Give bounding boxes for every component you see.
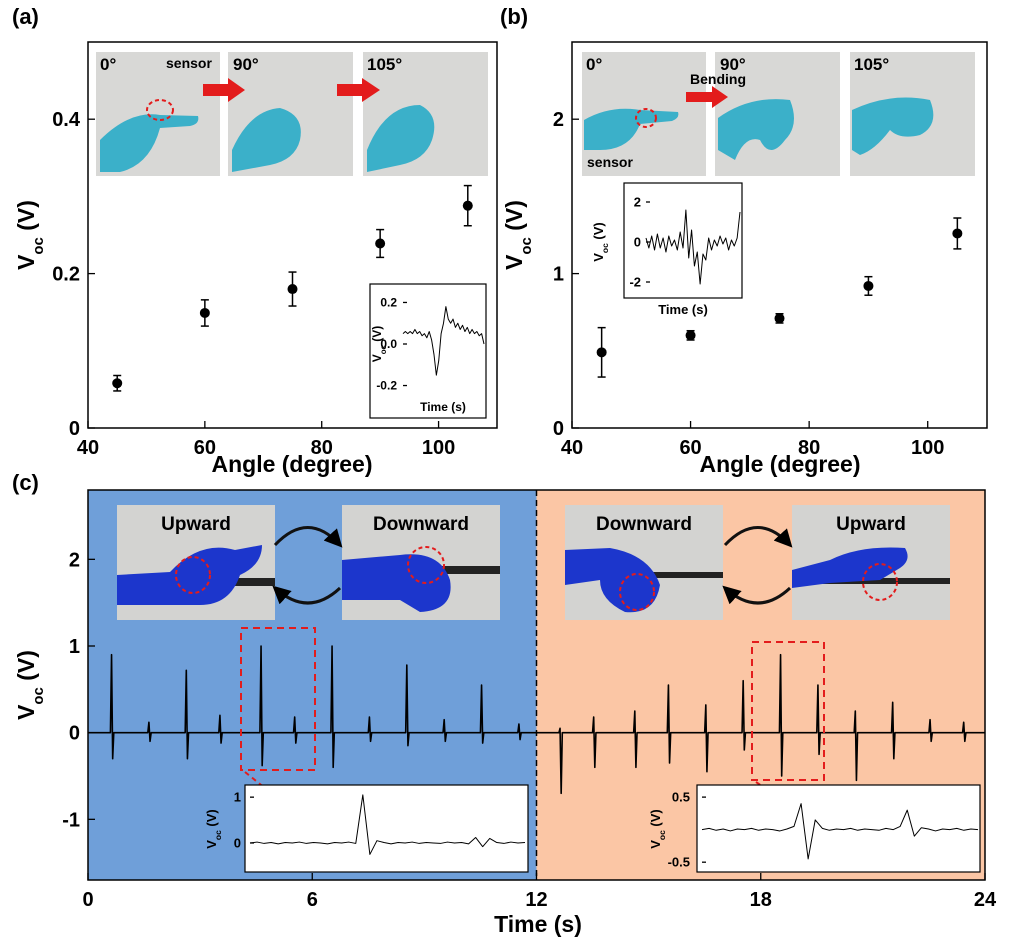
sensor-label: sensor (166, 55, 212, 71)
y-axis-label-part: (V) (370, 326, 384, 345)
y-tick-label: 2 (69, 549, 80, 571)
y-axis-label-part: (V) (13, 200, 39, 237)
y-axis-label-part: (V) (13, 650, 39, 687)
x-tick-label: 18 (750, 889, 772, 911)
x-axis-label: Time (s) (494, 911, 582, 937)
x-tick-label: 40 (77, 437, 99, 459)
y-tick-label: 1 (553, 264, 564, 286)
y-axis-label-part: V (591, 253, 606, 262)
y-tick-label: 2 (634, 195, 641, 210)
point (952, 228, 962, 238)
x-axis-label: Time (s) (658, 302, 708, 317)
y-axis-label-part: oc (30, 687, 47, 704)
y-axis-label-part: V (370, 354, 384, 362)
y-axis-label: Voc (V) (591, 222, 610, 261)
y-tick-label: -2 (629, 275, 641, 290)
y-axis-label-part: V (13, 704, 39, 720)
inset-frame (697, 785, 980, 872)
point (686, 330, 696, 340)
panel-label: (a) (12, 4, 39, 29)
y-axis-label-part: V (648, 840, 663, 849)
y-tick-label: 0 (69, 723, 80, 745)
x-tick-label: 60 (679, 437, 701, 459)
y-axis-label-part: (V) (501, 200, 527, 237)
photo-label: 90° (233, 55, 259, 74)
point (775, 313, 785, 323)
y-axis-label-part: V (204, 840, 219, 849)
x-axis-label: Time (s) (420, 400, 466, 414)
y-tick-label: 1 (69, 636, 80, 658)
point (200, 308, 210, 318)
point (288, 284, 298, 294)
photo-label: 105° (367, 55, 402, 74)
y-tick-label: 0.5 (672, 790, 690, 805)
sensor-label: sensor (587, 154, 633, 170)
y-axis-label-part: (V) (204, 809, 219, 830)
y-axis-label-part: oc (518, 237, 535, 254)
bending-label: Bending (690, 71, 746, 87)
y-axis-label-part: V (501, 254, 527, 270)
x-tick-label: 12 (525, 889, 547, 911)
y-tick-label: 0 (634, 235, 641, 250)
photo-label: Downward (596, 514, 692, 535)
y-tick-label: 1 (234, 790, 241, 805)
y-tick-label: 0.4 (52, 109, 81, 131)
y-axis-label-part: oc (213, 830, 223, 840)
x-axis-label: Angle (degree) (211, 451, 372, 477)
point (463, 201, 473, 211)
x-tick-label: 100 (911, 437, 944, 459)
figure: 00.20.4406080100Angle (degree)Voc (V)(a)… (0, 0, 1014, 946)
y-tick-label: 2 (553, 109, 564, 131)
point (375, 238, 385, 248)
panel-label: (c) (12, 470, 39, 495)
photo-label: 105° (854, 55, 889, 74)
point (112, 378, 122, 388)
y-axis-label-part: oc (600, 243, 610, 253)
photo-label: Upward (161, 514, 231, 535)
y-tick-label: -1 (62, 809, 80, 831)
x-tick-label: 24 (974, 889, 997, 911)
point (597, 347, 607, 357)
y-axis-label-part: oc (30, 237, 47, 254)
y-axis-label-part: (V) (648, 809, 663, 830)
y-tick-label: 0 (234, 836, 241, 851)
y-axis-label: Voc (V) (501, 200, 535, 270)
y-tick-label: 0.2 (52, 264, 80, 286)
photo-label: Upward (836, 514, 906, 535)
x-tick-label: 100 (422, 437, 455, 459)
inset-frame (245, 785, 528, 872)
photo-label: 0° (586, 55, 602, 74)
y-tick-label: -0.5 (668, 855, 690, 870)
y-axis-label-part: V (13, 254, 39, 270)
y-tick-label: -0.2 (376, 379, 397, 393)
x-axis-label: Angle (degree) (699, 451, 860, 477)
x-tick-label: 40 (561, 437, 583, 459)
y-axis-label-part: (V) (591, 222, 606, 243)
x-tick-label: 0 (82, 889, 93, 911)
y-axis-label-part: oc (657, 830, 667, 840)
point (863, 281, 873, 291)
panel-label: (b) (500, 4, 528, 29)
photo-label: Downward (373, 514, 469, 535)
y-axis-label: Voc (V) (13, 650, 47, 720)
photo-label: 0° (100, 55, 116, 74)
y-axis-label: Voc (V) (13, 200, 47, 270)
y-tick-label: 0.2 (380, 296, 397, 310)
x-tick-label: 6 (307, 889, 318, 911)
